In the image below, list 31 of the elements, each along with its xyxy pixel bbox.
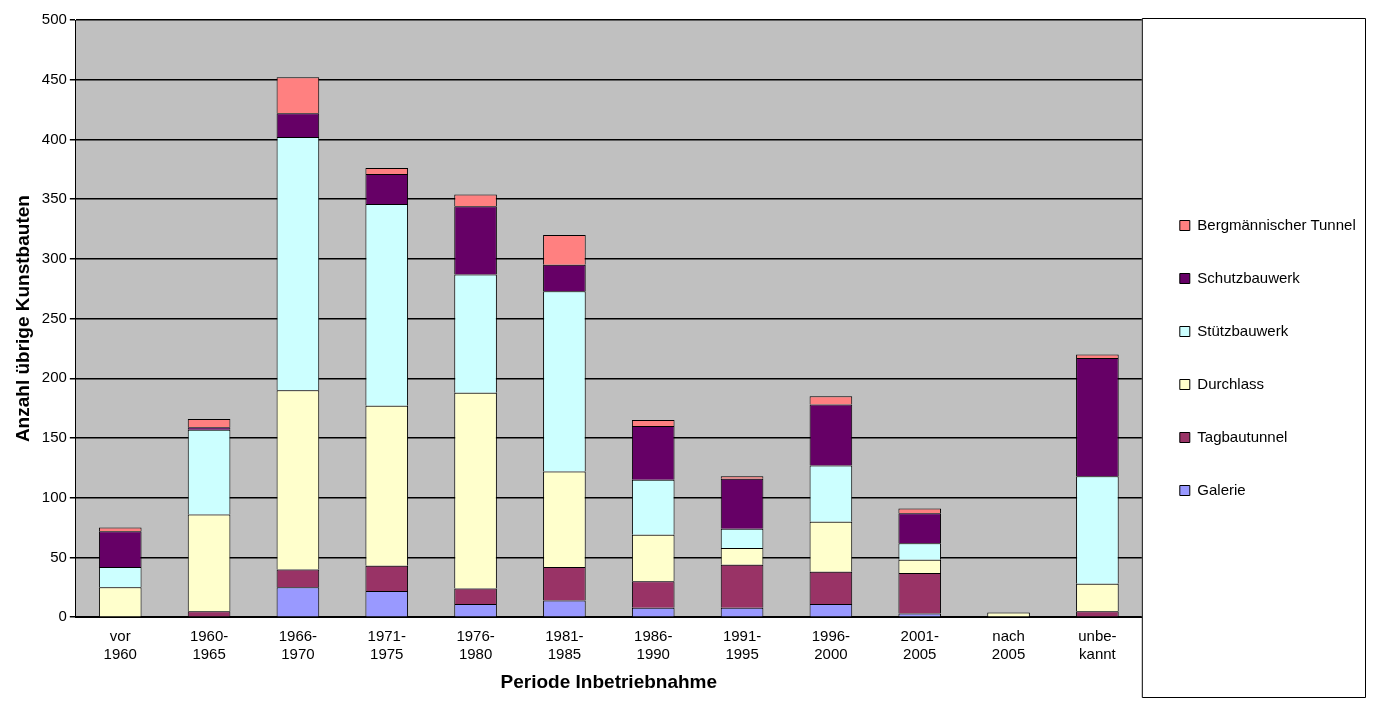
- legend-label: Schutzbauwerk: [1197, 268, 1301, 286]
- legend-label: Durchlass: [1197, 374, 1264, 392]
- y-tick-label: 250: [41, 308, 67, 326]
- y-axis-title: Anzahl übrige Kunstbauten: [11, 195, 33, 443]
- legend-label: Tagbautunnel: [1197, 427, 1288, 445]
- y-tick-label: 300: [41, 249, 67, 267]
- y-tick-label: 0: [58, 607, 67, 625]
- x-tick-label: nach 2005: [991, 627, 1026, 663]
- y-tick-label: 200: [41, 368, 67, 386]
- x-tick-label: 1971-1975: [367, 627, 406, 663]
- x-tick-label: 1976-1980: [456, 627, 495, 663]
- x-tick-label: 1981-1985: [545, 627, 584, 663]
- legend-label: Bergmännischer Tunnel: [1197, 215, 1356, 233]
- x-tick-label: 1996-2000: [811, 627, 851, 663]
- y-tick-label: 400: [41, 129, 67, 147]
- x-tick-label: vor 1960: [103, 627, 137, 663]
- x-tick-label: 1966-1970: [278, 627, 318, 663]
- legend-label: Galerie: [1197, 480, 1246, 498]
- y-tick-label: 350: [41, 189, 67, 207]
- legend-label: Stützbauwerk: [1197, 321, 1289, 339]
- x-tick-label: 1991-1995: [722, 627, 762, 663]
- x-tick-label: 1986-1990: [634, 627, 673, 663]
- y-tick-label: 100: [41, 487, 67, 505]
- x-tick-label: 2001-2005: [900, 627, 939, 663]
- x-axis-title: Periode Inbetriebnahme: [500, 670, 718, 692]
- x-tick-label: 1960-1965: [189, 627, 229, 663]
- y-tick-label: 50: [50, 547, 67, 565]
- y-tick-label: 150: [41, 428, 67, 446]
- y-tick-label: 450: [41, 69, 67, 87]
- y-tick-label: 500: [41, 10, 67, 28]
- x-tick-label: unbe-kannt: [1078, 627, 1117, 663]
